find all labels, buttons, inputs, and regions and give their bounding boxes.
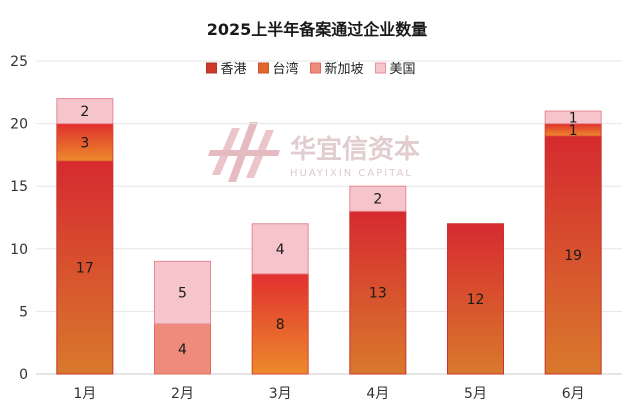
watermark-subtitle: HUAYIXIN CAPITAL bbox=[290, 168, 413, 179]
bar-segment bbox=[154, 260, 211, 325]
bar-segment bbox=[349, 210, 407, 375]
watermark: 华宜信资本 HUAYIXIN CAPITAL bbox=[208, 122, 420, 182]
data-label: 17 bbox=[76, 261, 94, 277]
bar-segment bbox=[349, 185, 407, 212]
data-label: 13 bbox=[369, 286, 387, 302]
bar-segment bbox=[447, 223, 504, 375]
data-label: 8 bbox=[276, 317, 285, 333]
x-axis: 1月 2月 3月 4月 5月 6月 bbox=[73, 386, 584, 402]
chart-title: 2025上半年备案通过企业数量 bbox=[207, 20, 428, 39]
legend-label: 台湾 bbox=[273, 61, 299, 77]
bars: 17 3 2 4 5 8 4 13 2 12 19 11 bbox=[56, 98, 602, 375]
x-tick-label: 2月 bbox=[171, 386, 194, 402]
y-tick-label: 5 bbox=[19, 304, 28, 320]
data-label: 3 bbox=[80, 135, 89, 151]
legend-label: 美国 bbox=[390, 62, 416, 77]
bar-segment bbox=[251, 223, 309, 275]
bar-segment bbox=[56, 123, 114, 162]
legend-swatch bbox=[206, 62, 217, 74]
y-tick-label: 25 bbox=[10, 54, 28, 70]
data-label: 5 bbox=[178, 286, 187, 302]
data-label: 4 bbox=[276, 242, 285, 258]
x-tick-label: 6月 bbox=[562, 386, 585, 402]
data-label: 2 bbox=[80, 104, 89, 120]
data-label: 1 bbox=[569, 123, 578, 139]
legend-label: 新加坡 bbox=[325, 61, 364, 77]
legend-swatch bbox=[310, 62, 321, 74]
x-tick-label: 1月 bbox=[73, 386, 96, 402]
watermark-logo-icon bbox=[208, 122, 280, 182]
y-tick-label: 20 bbox=[10, 117, 28, 133]
bar-segment bbox=[56, 160, 114, 375]
data-label: 12 bbox=[467, 292, 485, 308]
x-tick-label: 4月 bbox=[366, 386, 389, 402]
data-label: 4 bbox=[178, 342, 187, 358]
x-tick-label: 5月 bbox=[464, 386, 487, 402]
y-tick-label: 10 bbox=[10, 242, 28, 258]
legend-swatch bbox=[375, 62, 386, 74]
data-label: 2 bbox=[373, 192, 382, 208]
x-tick-label: 3月 bbox=[269, 386, 292, 402]
bar-segment bbox=[56, 98, 114, 125]
y-axis: 0 5 10 15 20 25 bbox=[10, 54, 28, 383]
data-label: 1 bbox=[569, 110, 578, 126]
bar-segment bbox=[251, 273, 309, 375]
legend-label: 香港 bbox=[221, 62, 247, 77]
gridlines bbox=[36, 60, 622, 375]
legend: 香港 台湾 新加坡 美国 bbox=[206, 61, 416, 77]
legend-swatch bbox=[258, 62, 269, 74]
bar-segment bbox=[544, 110, 602, 125]
data-label: 19 bbox=[564, 248, 582, 264]
bar-segment bbox=[544, 135, 602, 375]
y-tick-label: 15 bbox=[10, 179, 28, 195]
y-tick-label: 0 bbox=[19, 367, 28, 383]
bar-segment bbox=[154, 323, 211, 375]
watermark-name: 华宜信资本 bbox=[290, 134, 420, 165]
